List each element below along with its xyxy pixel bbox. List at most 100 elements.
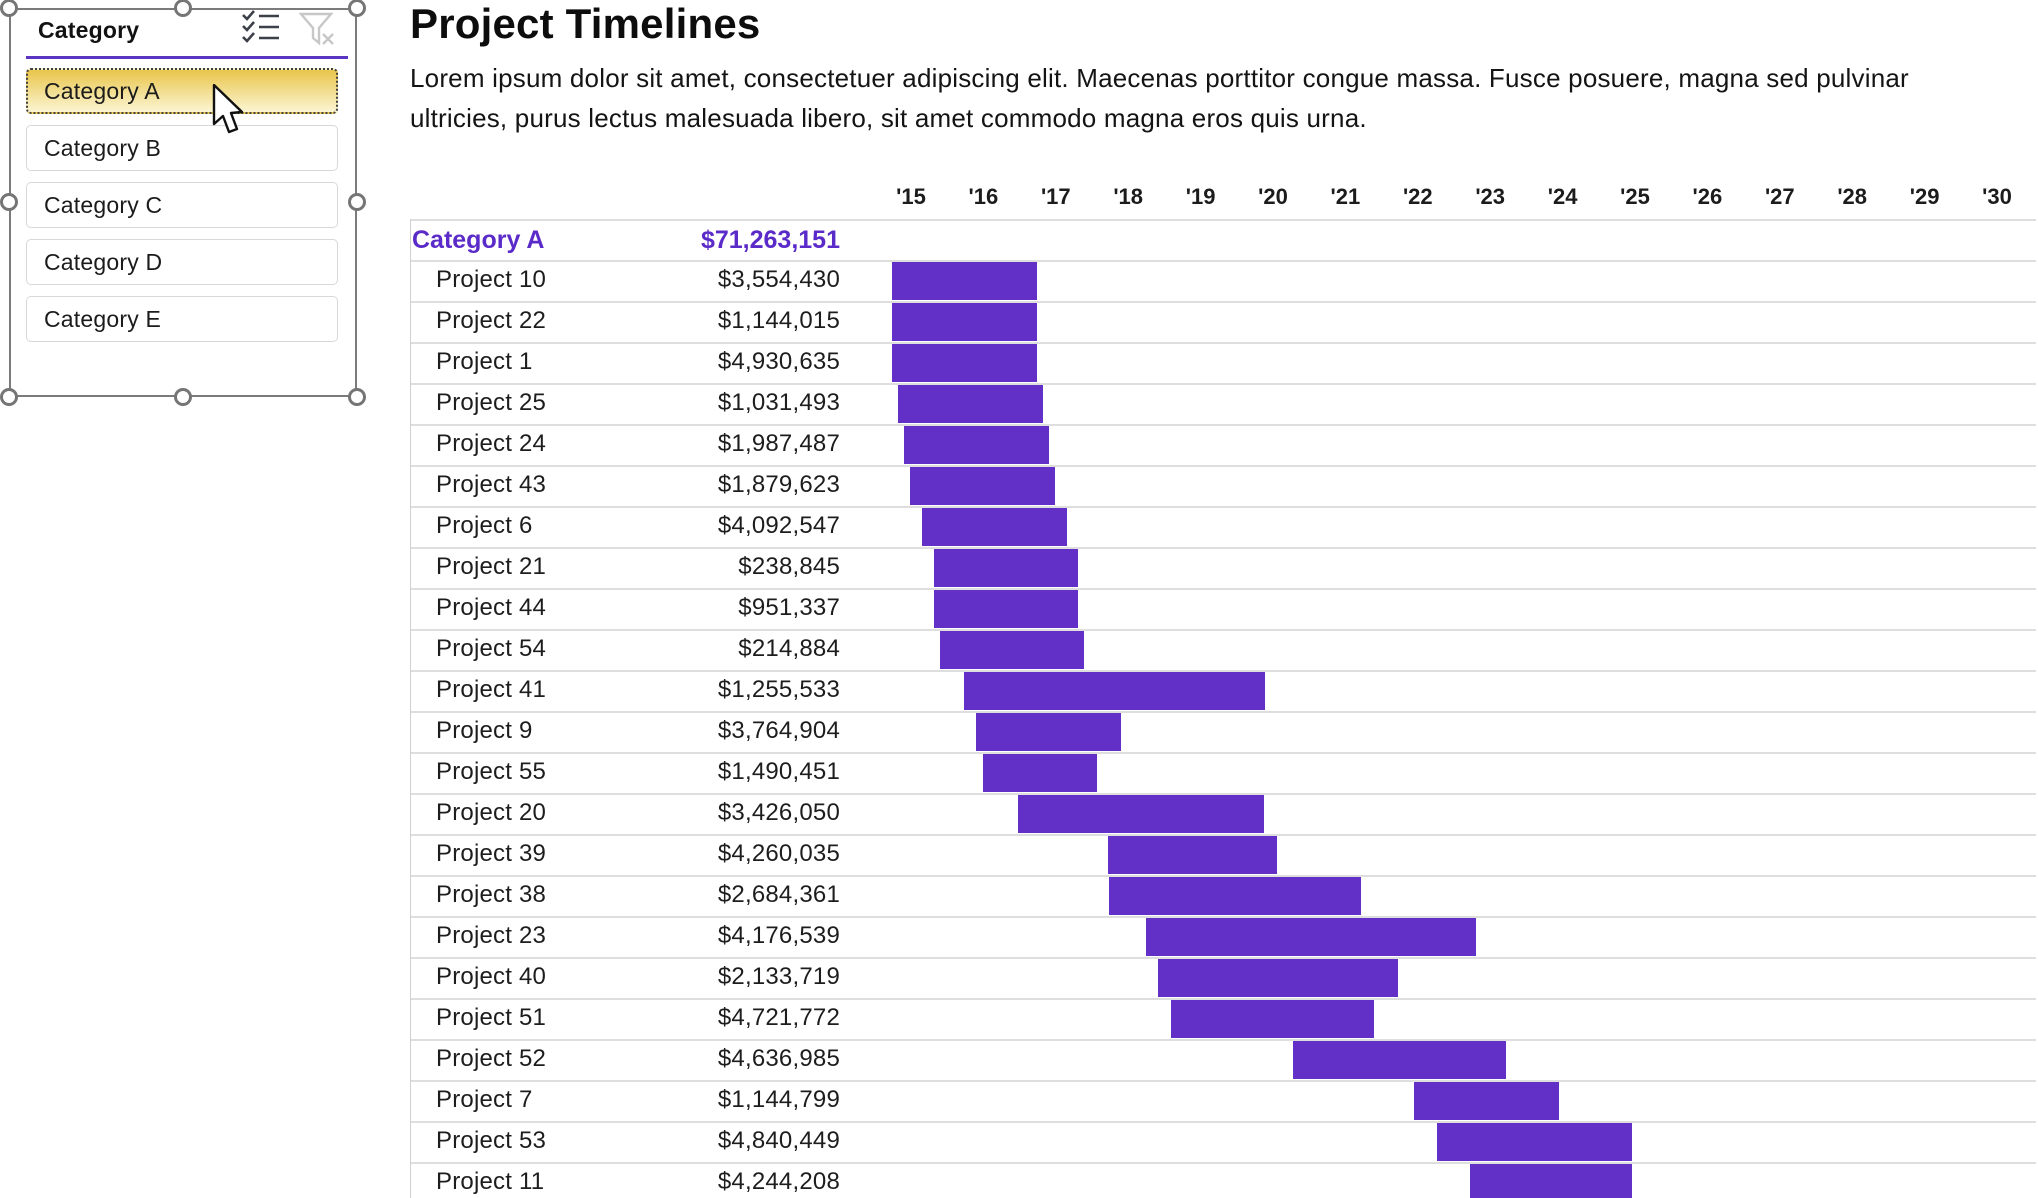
axis-tick-label: '30 xyxy=(1982,184,2012,209)
gantt-bar[interactable] xyxy=(910,467,1056,505)
project-row-value: $4,636,985 xyxy=(717,1045,840,1072)
project-row-label: Project 1 xyxy=(436,348,533,375)
gantt-bar[interactable] xyxy=(921,508,1068,546)
group-total: $71,263,151 xyxy=(700,226,840,254)
gantt-bar[interactable] xyxy=(982,754,1098,792)
axis-tick-label: '16 xyxy=(968,184,999,209)
gantt-bar[interactable] xyxy=(897,385,1043,423)
gantt-bar[interactable] xyxy=(1018,795,1265,833)
gridline xyxy=(410,506,2036,508)
gantt-bar[interactable] xyxy=(1109,877,1362,915)
project-row-value: $4,930,635 xyxy=(717,348,840,375)
project-row-value: $1,879,623 xyxy=(717,471,840,498)
project-row-label: Project 54 xyxy=(436,635,547,662)
project-row-label: Project 25 xyxy=(436,389,547,416)
gantt-bar[interactable] xyxy=(1293,1041,1507,1079)
project-row-label: Project 22 xyxy=(436,307,547,334)
gridline xyxy=(410,1162,2036,1164)
project-row-value: $1,490,451 xyxy=(717,758,840,785)
gantt-bar[interactable] xyxy=(1170,1000,1375,1038)
project-row-label: Project 6 xyxy=(436,512,533,539)
slicer-title: Category xyxy=(38,17,140,43)
project-row-value: $3,764,904 xyxy=(717,717,840,744)
axis-tick-label: '23 xyxy=(1475,184,1506,209)
selection-handle[interactable] xyxy=(0,388,18,406)
slicer-item-category-e[interactable]: Category E xyxy=(26,296,338,342)
axis-tick-label: '29 xyxy=(1909,184,1940,209)
gantt-bar[interactable] xyxy=(903,426,1050,464)
project-row-value: $3,426,050 xyxy=(717,799,840,826)
gridline xyxy=(410,916,2036,918)
gantt-bar[interactable] xyxy=(1469,1164,1633,1198)
gridline xyxy=(410,547,2036,549)
project-row-value: $4,176,539 xyxy=(717,922,840,949)
gridline xyxy=(410,875,2036,877)
project-row-label: Project 43 xyxy=(436,471,547,498)
selection-handle[interactable] xyxy=(348,388,366,406)
axis-tick-label: '19 xyxy=(1185,184,1216,209)
project-row-label: Project 23 xyxy=(436,922,547,949)
gridline xyxy=(410,670,2036,672)
page-title: Project Timelines xyxy=(410,0,761,47)
selection-handle[interactable] xyxy=(174,0,192,17)
selection-handle[interactable] xyxy=(348,0,366,17)
gridline xyxy=(410,301,2036,303)
selection-handle[interactable] xyxy=(348,193,366,211)
project-row-label: Project 7 xyxy=(436,1086,533,1113)
clear-filter-icon[interactable] xyxy=(298,12,338,50)
mouse-cursor-icon xyxy=(211,83,247,141)
axis-tick-label: '25 xyxy=(1620,184,1650,209)
project-row-label: Project 44 xyxy=(436,594,547,621)
project-row-value: $4,840,449 xyxy=(717,1127,840,1154)
gantt-bar[interactable] xyxy=(1157,959,1399,997)
axis-tick-label: '20 xyxy=(1258,184,1288,209)
slicer-item-category-b[interactable]: Category B xyxy=(26,125,338,171)
project-row-value: $4,244,208 xyxy=(717,1168,840,1195)
gantt-bar[interactable] xyxy=(892,303,1037,341)
gantt-bar[interactable] xyxy=(1437,1123,1633,1161)
project-row-value: $2,684,361 xyxy=(717,881,840,908)
project-row-value: $238,845 xyxy=(738,553,840,580)
project-row-value: $1,144,799 xyxy=(717,1086,840,1113)
axis-tick-label: '28 xyxy=(1837,184,1868,209)
selection-handle[interactable] xyxy=(174,388,192,406)
selection-handle[interactable] xyxy=(0,193,18,211)
gridline xyxy=(410,1121,2036,1123)
slicer-item-category-a[interactable]: Category A xyxy=(26,68,338,114)
gridline xyxy=(410,424,2036,426)
gantt-bar[interactable] xyxy=(976,713,1121,751)
gantt-bar[interactable] xyxy=(934,549,1079,587)
project-row-value: $4,721,772 xyxy=(717,1004,840,1031)
gridline xyxy=(410,793,2036,795)
project-row-value: $4,092,547 xyxy=(717,512,840,539)
axis-tick-label: '18 xyxy=(1113,184,1144,209)
axis-tick-label: '24 xyxy=(1547,184,1578,209)
gantt-bar[interactable] xyxy=(1414,1082,1559,1120)
gantt-bar[interactable] xyxy=(892,344,1037,382)
axis-tick-label: '15 xyxy=(896,184,926,209)
project-row-value: $951,337 xyxy=(738,594,840,621)
project-row-value: $4,260,035 xyxy=(717,840,840,867)
gridline xyxy=(410,834,2036,836)
project-row-label: Project 53 xyxy=(436,1127,547,1154)
project-row-label: Project 40 xyxy=(436,963,547,990)
gantt-bar[interactable] xyxy=(892,262,1037,300)
multi-select-icon[interactable] xyxy=(240,10,282,46)
project-row-value: $1,255,533 xyxy=(717,676,840,703)
axis-tick-label: '21 xyxy=(1330,184,1361,209)
gantt-bar[interactable] xyxy=(963,672,1266,710)
gantt-bar[interactable] xyxy=(1107,836,1278,874)
gantt-bar[interactable] xyxy=(1146,918,1476,956)
slicer-item-category-c[interactable]: Category C xyxy=(26,182,338,228)
gridline xyxy=(410,752,2036,754)
gridline xyxy=(410,957,2036,959)
project-row-label: Project 24 xyxy=(436,430,547,457)
project-row-value: $1,031,493 xyxy=(717,389,840,416)
gridline xyxy=(410,383,2036,385)
gantt-bar[interactable] xyxy=(934,590,1079,628)
project-row-value: $214,884 xyxy=(738,635,840,662)
selection-handle[interactable] xyxy=(0,0,18,17)
slicer-item-category-d[interactable]: Category D xyxy=(26,239,338,285)
gantt-bar[interactable] xyxy=(939,631,1085,669)
gridline xyxy=(410,998,2036,1000)
